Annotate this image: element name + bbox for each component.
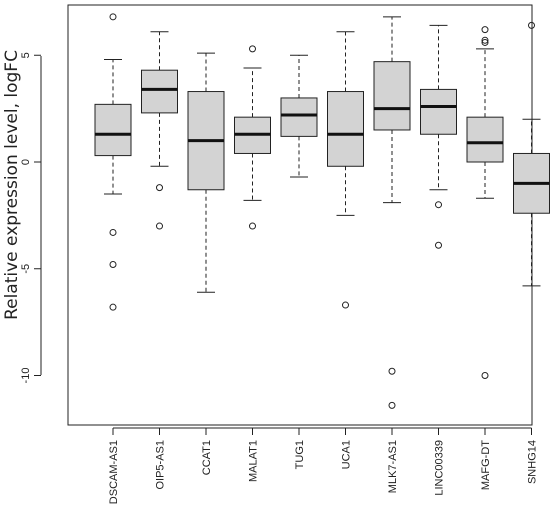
box-group <box>94 13 132 311</box>
y-tick-label: 0 <box>20 159 32 165</box>
outlier-point <box>388 401 396 409</box>
box-group <box>466 26 504 379</box>
x-tick-label: SNHG14 <box>527 440 539 484</box>
y-tick-label: -5 <box>20 264 32 274</box>
y-tick-label: 5 <box>20 52 32 58</box>
outlier-point <box>388 367 396 375</box>
box-group <box>420 24 457 249</box>
box-group <box>234 45 271 230</box>
outlier-point <box>481 36 489 44</box>
y-axis-title: Relative expression level, logFC <box>2 50 22 320</box>
x-tick-label: TUG1 <box>294 440 306 469</box>
box-iqr <box>94 103 132 157</box>
y-tick-label: -10 <box>20 368 32 384</box>
outlier-point <box>342 301 349 309</box>
x-tick-label: OIP5-AS1 <box>155 440 167 490</box>
outlier-point <box>109 13 117 21</box>
outlier-point <box>481 38 489 46</box>
x-tick-label: DSCAM-AS1 <box>108 440 120 504</box>
x-tick-label: LINC00339 <box>434 440 446 496</box>
outlier-point <box>435 201 442 209</box>
box-group <box>513 21 550 287</box>
boxes-layer <box>94 13 550 409</box>
box-iqr <box>141 69 178 114</box>
outlier-point <box>156 222 163 230</box>
outlier-point <box>249 222 256 230</box>
x-tick-label: MALAT1 <box>248 440 260 482</box>
box-iqr <box>373 61 411 131</box>
x-tick-label: CCAT1 <box>201 440 213 475</box>
box-iqr <box>280 97 318 137</box>
box-iqr <box>327 91 364 167</box>
outlier-point <box>109 228 117 236</box>
outlier-point <box>109 303 117 311</box>
x-axis: DSCAM-AS1 OIP5-AS1 CCAT1 MALAT1 TUG1 UCA1 MLK7… <box>108 427 539 504</box>
outlier-point <box>435 241 442 249</box>
box-group <box>327 31 364 309</box>
box-group <box>280 54 318 178</box>
box-group <box>373 16 411 409</box>
x-tick-label: MAFG-DT <box>480 440 492 490</box>
x-tick-label: MLK7-AS1 <box>387 440 399 493</box>
box-iqr <box>466 116 504 163</box>
box-iqr <box>420 88 457 135</box>
outlier-point <box>481 26 489 34</box>
outlier-point <box>109 260 117 268</box>
outlier-point <box>528 21 535 29</box>
box-group <box>187 52 225 293</box>
x-tick-label: UCA1 <box>341 440 353 469</box>
outlier-point <box>481 372 489 379</box>
y-axis: 5 0 -5 -10 <box>20 52 42 384</box>
outlier-point <box>156 184 163 192</box>
box-group <box>141 31 178 230</box>
outlier-point <box>249 45 256 53</box>
